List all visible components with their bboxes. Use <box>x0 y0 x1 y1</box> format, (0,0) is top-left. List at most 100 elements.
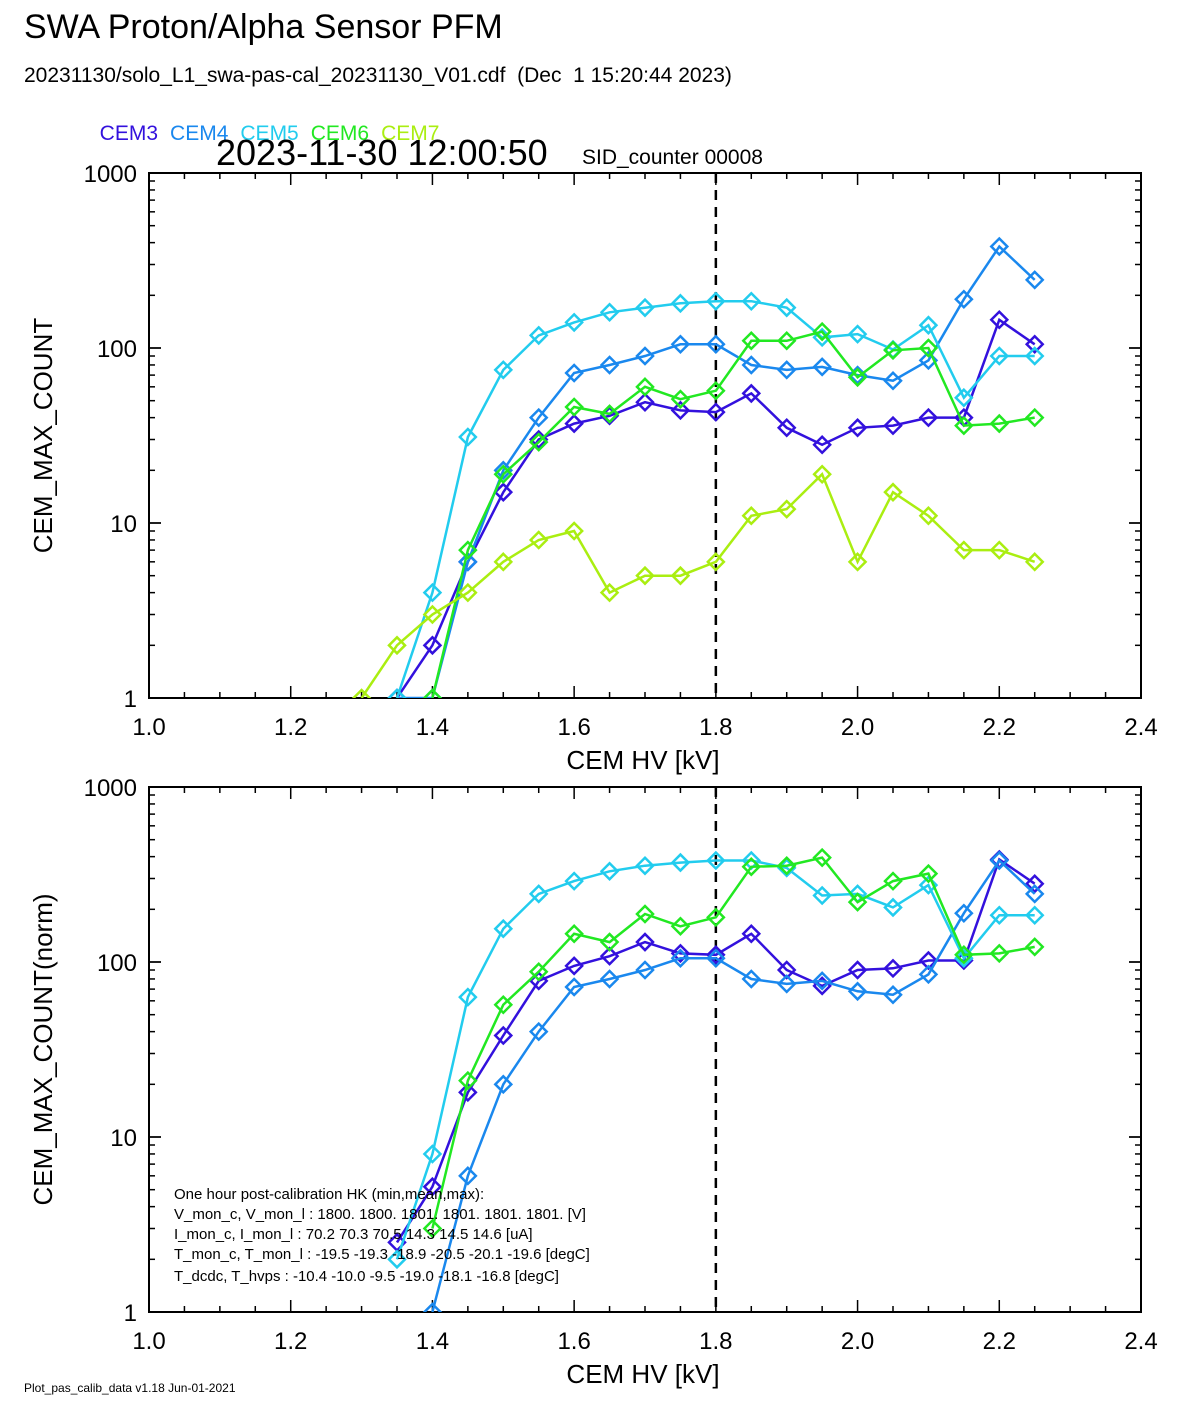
data-point-cem3 <box>670 400 691 421</box>
data-point-cem4 <box>706 948 726 969</box>
data-point-cem6 <box>989 413 1010 434</box>
series-group <box>387 847 1045 1312</box>
data-point-cem5 <box>1024 346 1045 366</box>
data-point-cem5 <box>564 871 584 891</box>
data-point-cem3 <box>670 943 691 964</box>
data-point-cem7 <box>776 499 797 519</box>
data-point-cem7 <box>1024 552 1045 572</box>
data-point-cem7 <box>670 565 691 586</box>
data-point-cem5 <box>741 291 762 312</box>
data-point-cem4 <box>670 948 691 969</box>
data-point-cem3 <box>635 392 655 412</box>
data-point-cem7 <box>812 464 832 484</box>
data-point-cem3 <box>706 402 726 422</box>
data-point-cem3 <box>918 950 939 971</box>
x-axis-label: CEM HV [kV] <box>566 1359 719 1389</box>
data-point-cem3 <box>1024 873 1045 894</box>
data-point-cem4 <box>883 984 903 1005</box>
x-tick-label: 2.0 <box>841 1328 874 1355</box>
series-line-cem5 <box>395 299 1035 698</box>
data-point-cem5 <box>847 324 868 344</box>
data-point-cem3 <box>564 413 584 434</box>
data-point-cem6 <box>883 871 903 891</box>
data-point-cem6 <box>741 857 762 877</box>
data-point-cem6 <box>883 340 903 361</box>
data-point-cem4 <box>706 334 726 355</box>
data-point-cem7 <box>351 688 372 698</box>
data-point-cem5 <box>989 346 1010 366</box>
legend: CEM3 CEM4 CEM5 CEM6 CEM7 <box>88 98 451 146</box>
data-point-cem3 <box>564 956 584 976</box>
data-point-cem6 <box>954 415 974 436</box>
data-point-cem4 <box>493 460 514 481</box>
data-point-cem3 <box>883 958 903 979</box>
data-point-cem6 <box>493 464 514 484</box>
data-point-cem7 <box>458 582 478 603</box>
data-point-cem4 <box>989 850 1010 871</box>
data-point-cem7 <box>528 530 549 550</box>
series-line-cem7 <box>360 471 1036 698</box>
data-point-cem5 <box>387 1249 407 1270</box>
data-point-cem7 <box>599 582 620 603</box>
data-point-cem5 <box>883 897 903 918</box>
y-tick-label: 10 <box>110 1125 137 1152</box>
legend-item-cem3: CEM3 <box>99 122 159 145</box>
data-point-cem6 <box>458 1070 478 1091</box>
data-point-cem5 <box>812 885 832 906</box>
data-point-cem6 <box>564 397 584 417</box>
data-point-cem7 <box>989 540 1010 560</box>
hk-title: One hour post-calibration HK (min,mean,m… <box>174 1186 484 1203</box>
data-point-cem5 <box>706 850 726 871</box>
legend-item-cem4: CEM4 <box>170 122 229 145</box>
x-tick-label: 1.0 <box>132 1328 165 1355</box>
data-point-cem4 <box>493 1074 514 1095</box>
data-point-cem6 <box>812 847 832 868</box>
data-point-cem5 <box>918 875 939 895</box>
data-point-cem5 <box>387 688 407 698</box>
data-point-cem4 <box>741 969 762 989</box>
x-tick-label: 1.2 <box>274 1328 307 1355</box>
data-point-cem5 <box>528 884 549 904</box>
data-point-cem3 <box>741 923 762 944</box>
data-point-cem6 <box>706 380 726 401</box>
data-point-cem4 <box>989 236 1010 257</box>
y-tick-label: 10 <box>110 511 137 538</box>
data-point-cem4 <box>812 971 832 991</box>
y-tick-label: 1000 <box>84 775 137 802</box>
data-point-cem6 <box>706 907 726 928</box>
x-tick-label: 1.2 <box>274 714 307 741</box>
data-point-cem6 <box>670 916 691 937</box>
data-point-cem5 <box>989 905 1010 926</box>
file-subtitle: 20231130/solo_L1_swa-pas-cal_20231130_V0… <box>24 64 732 87</box>
data-point-cem4 <box>458 552 478 572</box>
data-point-cem3 <box>812 434 832 455</box>
series-line-cem5 <box>395 859 1035 1260</box>
data-point-cem5 <box>599 302 620 323</box>
x-tick-label: 1.6 <box>557 714 590 741</box>
chart-bottom-panel: 1.0 1.2 1.4 1.6 1.8 2.0 2.2 2.4 CEM HV [kV] 1 10 10… <box>28 775 1158 1389</box>
x-tick-label: 1.4 <box>416 1328 449 1355</box>
data-point-cem7 <box>847 552 868 572</box>
data-point-cem3 <box>599 946 620 966</box>
data-point-cem6 <box>1024 937 1045 957</box>
data-point-cem5 <box>458 987 478 1007</box>
hk-row: V_mon_c, V_mon_l : 1800. 1800. 1801. 180… <box>174 1206 586 1223</box>
x-tick-label: 1.6 <box>557 1328 590 1355</box>
data-point-cem7 <box>741 505 762 526</box>
series-line-cem3 <box>395 317 1036 698</box>
y-tick-label: 100 <box>97 336 137 363</box>
data-point-cem6 <box>564 923 584 944</box>
data-point-cem5 <box>1024 905 1045 926</box>
data-point-cem4 <box>1024 270 1045 290</box>
x-tick-label: 1.8 <box>699 1328 732 1355</box>
series-line-cem6 <box>431 856 1035 1229</box>
series-line-cem4 <box>431 858 1036 1312</box>
data-point-cem7 <box>706 552 726 572</box>
data-point-cem7 <box>883 482 903 502</box>
series-line-cem4 <box>397 244 1036 698</box>
x-tick-label: 2.0 <box>841 714 874 741</box>
x-tick-label: 2.2 <box>983 714 1016 741</box>
data-point-cem3 <box>847 960 868 980</box>
chart-top-panel: 1.0 1.2 1.4 1.6 1.8 2.0 2.2 2.4 CEM HV [kV] 1 10 10… <box>28 161 1158 775</box>
